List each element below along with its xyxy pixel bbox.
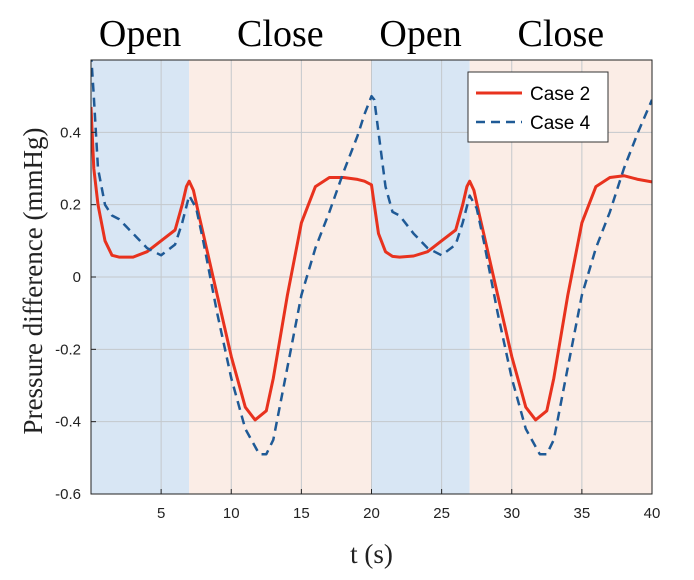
phase-labels: Open Close Open Close: [99, 13, 604, 55]
y-axis-label: Pressure difference (mmHg): [18, 128, 48, 435]
phase-label: Open: [379, 13, 461, 55]
y-tick-label: 0: [73, 269, 81, 286]
series-line-2: [91, 60, 652, 456]
legend-entry-label: Case 4: [530, 113, 591, 134]
x-tick-label: 25: [433, 505, 450, 522]
legend-box: [467, 71, 609, 143]
x-tick-label: 35: [574, 505, 591, 522]
phase-label: Close: [518, 13, 605, 55]
y-tick-label: -0.6: [55, 486, 81, 503]
y-tick-label: 0.4: [60, 124, 81, 141]
series-lines: [91, 60, 652, 456]
axis-ticks: 5 10 15 20 25 30 35 40 -0.6 -0.4 -0.2 0 0.2 0.4: [55, 124, 660, 522]
series-line-1: [91, 106, 652, 422]
y-tick-label: -0.2: [55, 341, 81, 358]
y-tick-label: -0.4: [55, 414, 81, 431]
phase-label: Open: [99, 13, 181, 55]
legend: Case 2 Case 4: [467, 71, 609, 143]
x-tick-label: 10: [223, 505, 240, 522]
x-axis-label: t (s): [350, 539, 393, 569]
grid-lines: [91, 60, 652, 494]
x-tick-label: 40: [644, 505, 661, 522]
x-tick-label: 20: [363, 505, 380, 522]
x-tick-label: 15: [293, 505, 310, 522]
y-tick-label: 0.2: [60, 197, 81, 214]
phase-label: Close: [237, 13, 324, 55]
legend-entry-label: Case 2: [530, 84, 590, 105]
x-tick-label: 5: [157, 505, 165, 522]
x-tick-label: 30: [503, 505, 520, 522]
